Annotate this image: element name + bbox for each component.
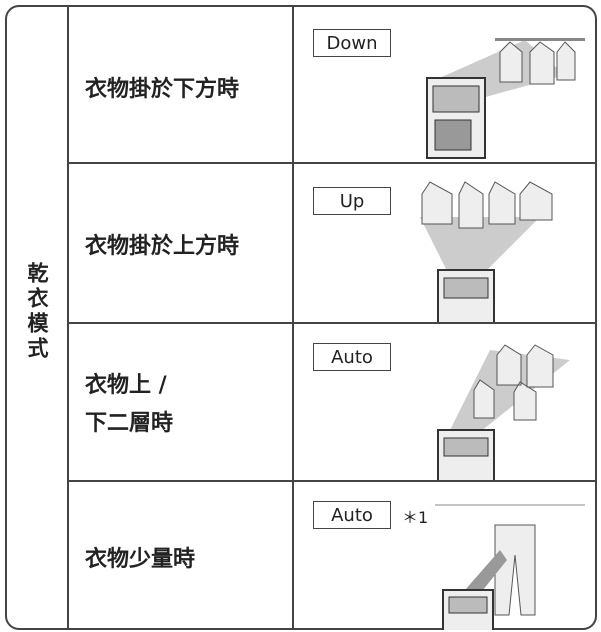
row-label: 衣物上 / <box>85 373 167 398</box>
illustration <box>420 181 553 322</box>
column-divider <box>67 5 69 630</box>
column-divider <box>292 5 294 630</box>
row-label: 下二層時 <box>85 411 174 436</box>
row-divider <box>68 480 597 482</box>
row-label: 衣物掛於上方時 <box>85 234 240 259</box>
table-frame <box>5 5 597 630</box>
footnote-mark: ＊1 <box>402 508 429 527</box>
mode-box: Auto <box>313 343 391 371</box>
row-label: 衣物掛於下方時 <box>85 77 240 102</box>
mode-box: Up <box>313 187 391 215</box>
mode-box: Auto <box>313 501 391 529</box>
illustration <box>426 38 585 159</box>
row-label: 衣物少量時 <box>85 547 196 572</box>
row-divider <box>68 162 597 164</box>
side-label: 乾衣模式 <box>25 262 49 362</box>
row-divider <box>68 322 597 324</box>
mode-box: Down <box>313 29 391 57</box>
illustration <box>437 344 570 480</box>
illustration <box>435 504 585 630</box>
